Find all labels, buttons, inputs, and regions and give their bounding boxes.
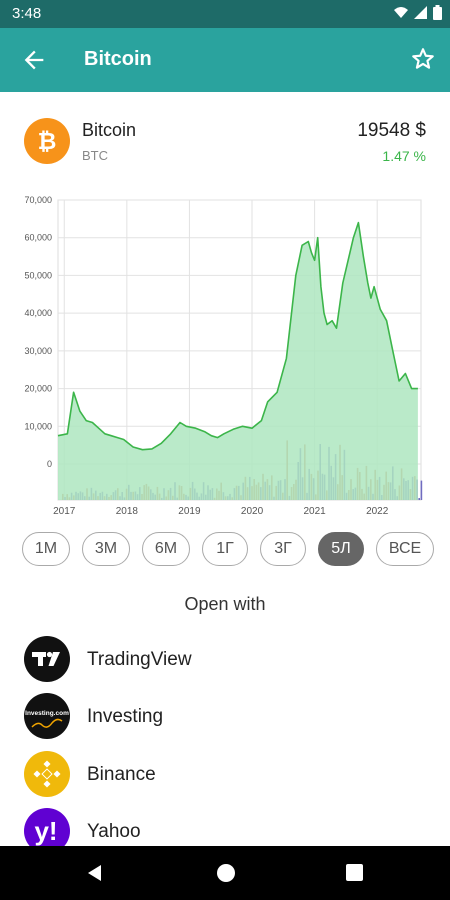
app-item-investing[interactable]: Investing.com Investing — [24, 693, 424, 739]
volume-bar — [418, 498, 420, 500]
range-button-all[interactable]: ВСЕ — [376, 532, 434, 566]
x-tick-label: 2021 — [303, 506, 326, 517]
y-tick-label: 20,000 — [24, 384, 52, 394]
app-label: Yahoo — [87, 821, 141, 842]
price-line — [57, 221, 418, 451]
range-button-1y[interactable]: 1Г — [202, 532, 248, 566]
system-nav-bar — [0, 846, 450, 900]
tradingview-icon — [24, 636, 70, 682]
x-tick-label: 2022 — [366, 506, 389, 517]
coin-price: 19548 $ — [357, 120, 426, 141]
app-label: Investing — [87, 706, 164, 727]
y-tick-label: 50,000 — [24, 270, 52, 280]
price-chart-svg: 70,000 60,000 50,000 40,000 30,000 20,000 10,0… — [24, 195, 423, 517]
status-icons — [394, 5, 442, 20]
nav-home-icon[interactable] — [216, 863, 236, 883]
y-tick-label: 40,000 — [24, 308, 52, 318]
coin-change: 1.47 % — [382, 148, 426, 164]
nav-recents-icon[interactable] — [346, 864, 363, 881]
x-tick-label: 2018 — [116, 506, 139, 517]
x-tick-label: 2017 — [53, 506, 76, 517]
x-tick-label: 2020 — [241, 506, 264, 517]
range-button-6m[interactable]: 6М — [142, 532, 190, 566]
range-button-1m[interactable]: 1М — [22, 532, 70, 566]
status-time: 3:48 — [12, 5, 42, 22]
page-title: Bitcoin — [84, 48, 152, 70]
app-item-binance[interactable]: Binance — [24, 751, 424, 797]
open-with-heading: Open with — [184, 594, 266, 614]
signal-icon — [414, 5, 427, 19]
app-item-tradingview[interactable]: TradingView — [24, 636, 424, 682]
range-button-3m[interactable]: 3М — [82, 532, 130, 566]
coin-header: ₿ Bitcoin BTC 19548 $ 1.47 % — [0, 108, 450, 172]
app-label: Binance — [87, 764, 156, 785]
range-button-5y[interactable]: 5Л — [318, 532, 364, 566]
investing-icon: Investing.com — [24, 693, 70, 739]
coin-symbol: BTC — [82, 148, 108, 163]
y-tick-label: 70,000 — [24, 195, 52, 205]
coin-name: Bitcoin — [82, 120, 137, 140]
y-tick-label: 10,000 — [24, 421, 52, 431]
price-chart[interactable]: 70,000 60,000 50,000 40,000 30,000 20,000 10,0… — [0, 188, 450, 520]
y-tick-label: 0 — [47, 459, 52, 469]
svg-text:₿: ₿ — [38, 129, 57, 155]
volume-bar — [420, 480, 423, 500]
nav-back-icon[interactable] — [86, 864, 104, 882]
status-bar: 3:48 — [0, 0, 450, 28]
y-tick-label: 30,000 — [24, 346, 52, 356]
range-selector: 1М 3М 6М 1Г 3Г 5Л ВСЕ — [22, 532, 434, 568]
y-tick-label: 60,000 — [24, 233, 52, 243]
investing-logo-text: Investing.com — [25, 710, 69, 717]
x-tick-label: 2019 — [178, 506, 201, 517]
bitcoin-icon: ₿ — [24, 118, 70, 164]
arrow-back-icon[interactable] — [20, 46, 48, 74]
range-button-3y[interactable]: 3Г — [260, 532, 306, 566]
app-label: TradingView — [87, 649, 192, 670]
price-area — [58, 222, 418, 500]
battery-icon — [433, 5, 442, 20]
app-bar: Bitcoin — [0, 28, 450, 92]
binance-icon — [24, 751, 70, 797]
star-outline-icon[interactable] — [410, 46, 436, 72]
yahoo-logo-text: y! — [34, 816, 57, 846]
wifi-icon — [394, 6, 408, 18]
